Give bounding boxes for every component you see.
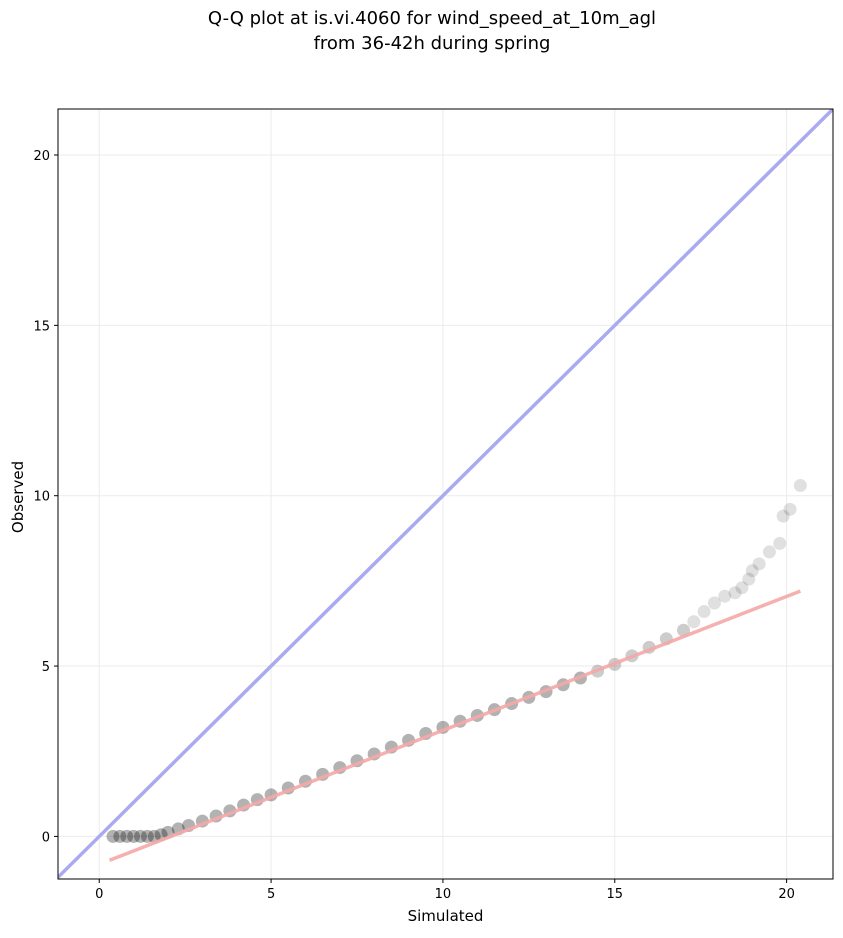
quantile-point (718, 589, 732, 603)
y-tick-label: 20 (33, 149, 50, 164)
x-tick-label: 0 (95, 887, 103, 902)
quantile-point (147, 829, 161, 843)
fit-line (108, 589, 801, 862)
quantile-point (776, 509, 790, 523)
quantile-point (140, 829, 154, 843)
quantile-point (697, 605, 711, 619)
x-axis-label: Simulated (408, 907, 484, 925)
quantile-point (113, 829, 127, 843)
y-tick-label: 5 (42, 660, 50, 675)
quantile-point (106, 829, 120, 843)
chart-title-line-1: Q-Q plot at is.vi.4060 for wind_speed_at… (208, 8, 656, 29)
quantile-point (735, 581, 749, 595)
identity-line (58, 109, 833, 879)
y-tick-label: 0 (42, 830, 50, 845)
quantile-point (762, 545, 776, 559)
quantile-point (793, 478, 807, 492)
y-tick-label: 15 (33, 319, 50, 334)
quantile-point (687, 615, 701, 629)
quantile-point (120, 829, 134, 843)
x-tick-label: 10 (435, 887, 452, 902)
quantile-point (742, 572, 756, 586)
quantile-point (728, 586, 742, 600)
reference-lines (58, 109, 833, 879)
quantile-point (745, 564, 759, 578)
y-axis-label: Observed (9, 461, 27, 533)
chart-title-line-2: from 36-42h during spring (314, 33, 551, 54)
quantile-point (783, 502, 797, 516)
x-tick-label: 20 (778, 887, 795, 902)
quantile-point (127, 829, 141, 843)
grid-lines (58, 109, 833, 879)
quantile-point (752, 557, 766, 571)
quantile-point (133, 829, 147, 843)
plot-frame (57, 108, 834, 880)
x-tick-label: 5 (267, 887, 275, 902)
y-tick-label: 10 (33, 490, 50, 505)
axis-ticks: 0 5 10 15 20 0 5 10 15 20 (33, 149, 794, 902)
quantile-point (707, 596, 721, 610)
x-tick-label: 15 (606, 887, 623, 902)
quantile-point (773, 536, 787, 550)
data-points (106, 478, 807, 862)
